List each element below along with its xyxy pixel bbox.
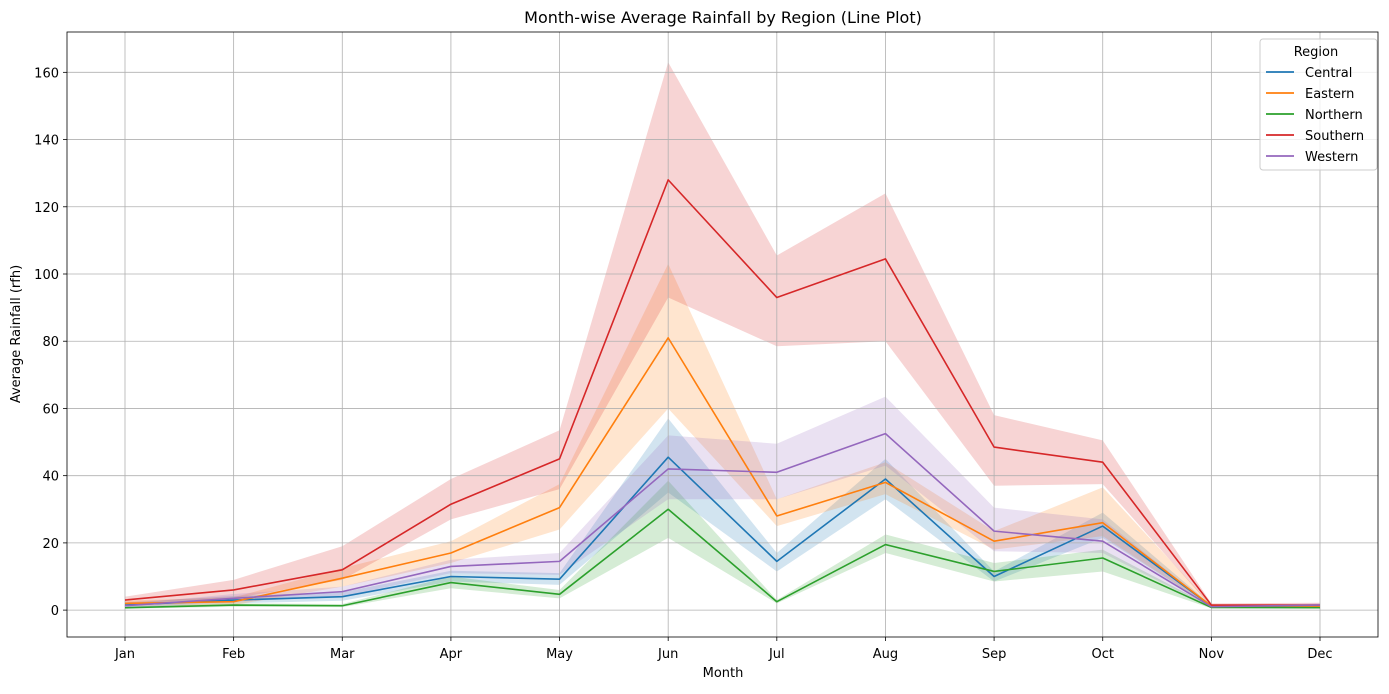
legend-label-central: Central (1305, 66, 1352, 81)
x-tick-label: Apr (440, 647, 463, 662)
y-tick-label: 40 (42, 470, 59, 485)
x-tick-label: Sep (982, 647, 1007, 662)
legend-label-southern: Southern (1305, 129, 1364, 144)
y-axis-ticks: 0 20 40 60 80 100 120 140 160 (34, 66, 67, 619)
chart-title: Month-wise Average Rainfall by Region (L… (524, 8, 922, 27)
x-tick-label: Jan (114, 647, 135, 662)
x-tick-label: Feb (222, 647, 245, 662)
y-tick-label: 60 (42, 402, 59, 417)
x-tick-label: Aug (873, 647, 898, 662)
y-tick-label: 120 (34, 201, 59, 216)
y-axis-label: Average Rainfall (rfh) (9, 265, 24, 403)
legend: Region Central Eastern Northern Southern Wes… (1260, 39, 1377, 170)
x-axis-label: Month (703, 666, 744, 681)
x-tick-label: Dec (1307, 647, 1332, 662)
x-tick-label: Jul (768, 647, 785, 662)
y-tick-label: 0 (51, 604, 59, 619)
legend-label-eastern: Eastern (1305, 87, 1354, 102)
x-tick-label: Nov (1199, 647, 1225, 662)
y-tick-label: 100 (34, 268, 59, 283)
legend-label-western: Western (1305, 150, 1358, 165)
legend-label-northern: Northern (1305, 108, 1363, 123)
y-tick-label: 80 (42, 335, 59, 350)
confidence-bands (125, 62, 1320, 609)
x-tick-label: Oct (1091, 647, 1113, 662)
legend-title: Region (1294, 45, 1339, 60)
x-tick-label: Jun (657, 647, 678, 662)
y-tick-label: 20 (42, 537, 59, 552)
x-axis-ticks: Jan Feb Mar Apr May Jun Jul Aug Sep Oct Nov Dec (114, 637, 1333, 662)
y-tick-label: 140 (34, 134, 59, 149)
y-tick-label: 160 (34, 66, 59, 81)
x-tick-label: Mar (330, 647, 355, 662)
x-tick-label: May (546, 647, 573, 662)
